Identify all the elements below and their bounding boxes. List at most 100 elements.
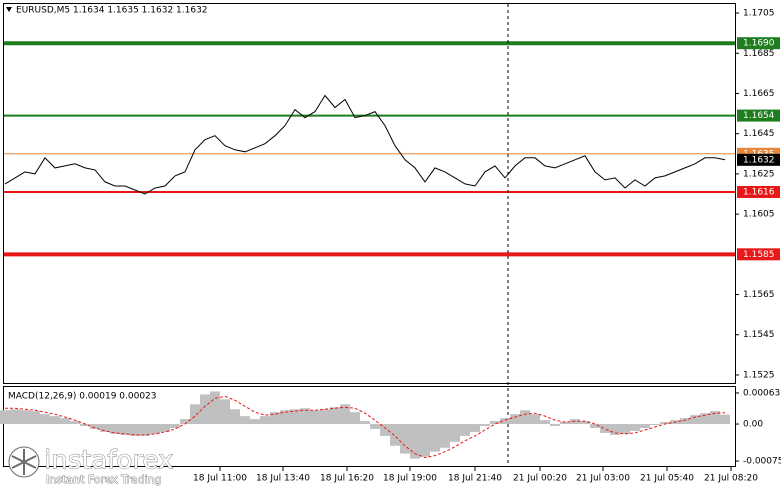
macd-bar: [450, 424, 460, 442]
macd-bar: [330, 407, 340, 425]
macd-bar: [200, 394, 210, 425]
y-tick-label: 1.1525: [743, 370, 775, 380]
macd-bar: [410, 424, 420, 459]
macd-frame: [3, 386, 736, 467]
macd-bar: [360, 421, 370, 425]
y-tick-label: 1.1705: [743, 9, 775, 19]
y-tick-label: -0.00075: [743, 457, 781, 467]
macd-bar: [540, 420, 550, 425]
macd-bar: [70, 421, 80, 425]
macd-bar: [40, 414, 50, 425]
macd-bar: [610, 424, 620, 435]
macd-bar: [80, 424, 90, 427]
x-tick-label: 18 Jul 19:00: [383, 474, 437, 484]
macd-bar: [320, 409, 330, 425]
macd-bar: [420, 424, 430, 457]
macd-bar: [130, 424, 140, 436]
macd-bar: [590, 424, 600, 428]
macd-bar: [710, 411, 720, 425]
level-label-box: [737, 248, 780, 261]
level-label-box: [737, 37, 780, 50]
level-label: 1.1654: [743, 111, 775, 121]
macd-bar: [270, 412, 280, 425]
price-line: [4, 94, 726, 195]
title-marker: [6, 7, 12, 12]
macd-bar: [520, 410, 530, 425]
level-label: 1.1585: [743, 250, 775, 260]
x-tick-label: 21 Jul 05:40: [640, 474, 694, 484]
y-tick-label: 1.1565: [743, 290, 775, 300]
macd-bar: [350, 412, 360, 425]
x-tick-label: 21 Jul 00:20: [513, 474, 567, 484]
macd-bar: [120, 424, 130, 435]
macd-bar: [340, 404, 350, 425]
macd-bar: [720, 414, 730, 425]
macd-bar: [680, 418, 690, 425]
level-label-box: [737, 185, 780, 198]
y-tick-label: 1.1605: [743, 210, 775, 220]
y-tick-label: 0.00063: [743, 388, 780, 398]
y-tick-label: 1.1625: [743, 169, 775, 179]
macd-bar: [430, 424, 440, 452]
macd-bar: [690, 415, 700, 425]
x-tick-label: 18 Jul 13:40: [256, 474, 310, 484]
macd-bar: [500, 418, 510, 425]
level-label: 1.1690: [743, 39, 775, 49]
macd-bar: [20, 410, 30, 425]
chart-title: EURUSD,M5 1.1634 1.1635 1.1632 1.1632: [16, 6, 208, 16]
macd-bar: [560, 422, 570, 425]
y-tick-label: 1.1645: [743, 129, 775, 139]
watermark-tagline: Instant Forex Trading: [46, 473, 162, 486]
macd-bar: [530, 414, 540, 425]
macd-bar: [250, 419, 260, 425]
y-tick-label: 1.1545: [743, 330, 775, 340]
macd-bar: [280, 410, 290, 425]
logo-icon-rays: [11, 449, 37, 475]
macd-bar: [30, 411, 40, 425]
macd-bar: [660, 422, 670, 425]
macd-bar: [480, 424, 490, 427]
macd-bar: [440, 424, 450, 448]
x-tick-label: 21 Jul 08:20: [704, 474, 758, 484]
macd-bar: [470, 424, 480, 432]
macd-title: MACD(12,26,9) 0.00019 0.00023: [8, 392, 157, 402]
macd-bar: [640, 424, 650, 428]
macd-bar: [210, 391, 220, 425]
macd-bar: [550, 424, 560, 427]
macd-bar: [160, 424, 170, 432]
macd-bar: [290, 409, 300, 425]
macd-bar: [580, 421, 590, 425]
macd-bar: [370, 424, 380, 429]
y-tick-label: 1.1685: [743, 49, 775, 59]
watermark: instaforex Instant Forex Trading: [8, 445, 174, 486]
current-price-box: [737, 153, 780, 166]
macd-bar: [220, 399, 230, 425]
x-tick-label: 18 Jul 11:00: [193, 474, 247, 484]
macd-bar: [490, 421, 500, 425]
macd-bar: [510, 414, 520, 425]
macd-bar: [0, 410, 10, 425]
macd-bar: [630, 424, 640, 431]
macd-bar: [310, 410, 320, 425]
macd-bar: [90, 424, 100, 429]
macd-bar: [240, 416, 250, 425]
watermark-brand: instaforex: [44, 446, 173, 476]
y-tick-label: 1.1665: [743, 89, 775, 99]
macd-bar: [390, 424, 400, 446]
macd-bar: [300, 408, 310, 425]
macd-bar: [150, 424, 160, 434]
current-price-label: 1.1632: [743, 155, 775, 165]
macd-bar: [700, 413, 710, 425]
macd-bar: [50, 416, 60, 425]
macd-bar: [180, 419, 190, 425]
macd-bar: [650, 424, 660, 426]
level-label: 1.1616: [743, 187, 775, 197]
macd-bar: [100, 424, 110, 432]
macd-bar: [190, 404, 200, 425]
macd-bar: [260, 416, 270, 425]
macd-bar: [380, 424, 390, 436]
y-tick-label: 0.00: [743, 420, 763, 430]
x-tick-label: 18 Jul 16:20: [320, 474, 374, 484]
macd-bar: [460, 424, 470, 436]
